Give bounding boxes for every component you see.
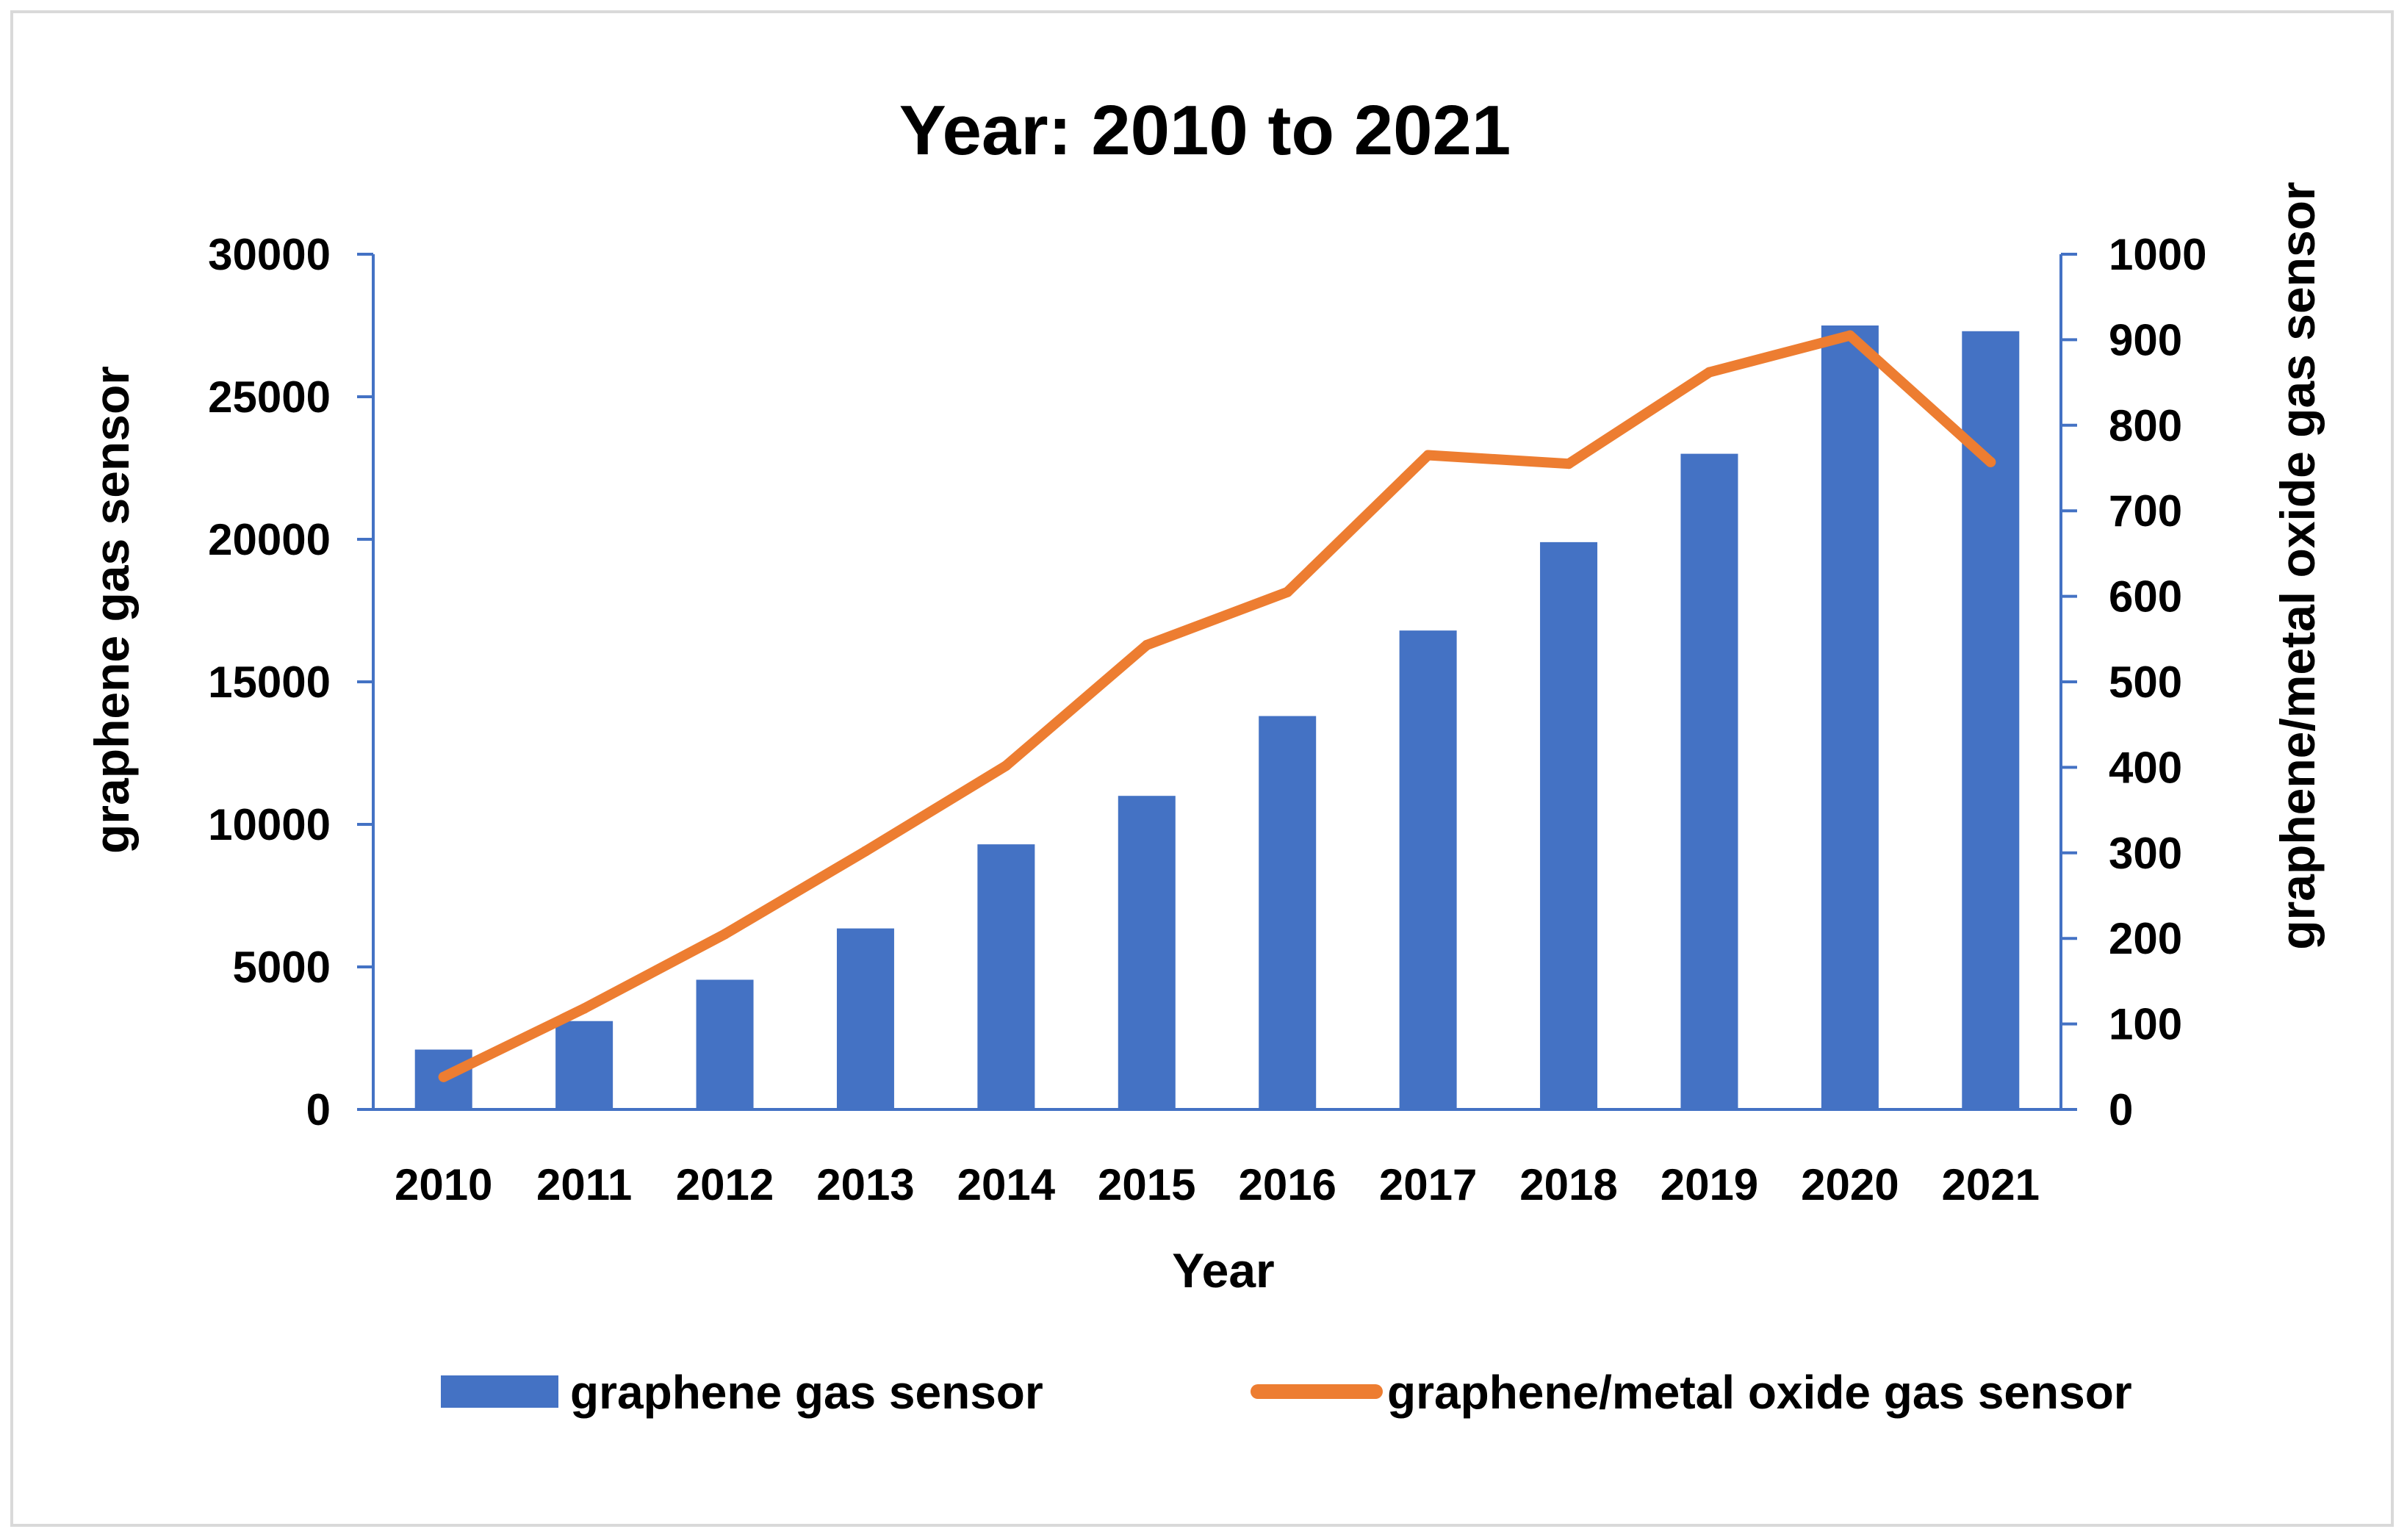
line-point-2012 <box>719 929 730 940</box>
x-tick-label: 2012 <box>676 1160 774 1209</box>
legend-bar-swatch <box>441 1375 558 1408</box>
right-tick-label: 700 <box>2109 486 2182 536</box>
x-tick-label: 2016 <box>1238 1160 1336 1209</box>
line-point-2016 <box>1282 586 1293 597</box>
chart-title: Year: 2010 to 2021 <box>899 91 1511 170</box>
legend: graphene gas sensor graphene/metal oxide… <box>441 1366 2132 1419</box>
line-point-2018 <box>1564 458 1575 469</box>
right-tick-label: 600 <box>2109 572 2182 622</box>
bar-2017 <box>1399 630 1457 1109</box>
line-point-2014 <box>1001 760 1012 771</box>
left-axis-title: graphene gas sensor <box>84 366 139 854</box>
left-tick-label: 10000 <box>208 800 331 849</box>
line-series-layer <box>438 330 1996 1082</box>
right-tick-label: 500 <box>2109 658 2182 707</box>
x-tick-label: 2018 <box>1519 1160 1617 1209</box>
bar-2019 <box>1680 453 1738 1109</box>
right-tick-label: 800 <box>2109 401 2182 450</box>
right-tick-label: 0 <box>2109 1085 2133 1134</box>
bar-2020 <box>1821 325 1879 1109</box>
bar-2011 <box>555 1021 614 1109</box>
bar-2018 <box>1540 541 1598 1109</box>
right-axis-ticks: 0 100 200 300 400 500 600 700 800 900 1000 <box>2061 230 2206 1134</box>
right-axis-title: graphene/metal oxide gas sensor <box>2270 181 2325 949</box>
left-tick-label: 30000 <box>208 230 331 279</box>
x-tick-label: 2020 <box>1801 1160 1899 1209</box>
line-point-2013 <box>860 846 871 857</box>
left-tick-label: 5000 <box>233 943 331 992</box>
left-tick-label: 15000 <box>208 658 331 707</box>
bar-2016 <box>1259 716 1317 1109</box>
bar-2015 <box>1118 796 1176 1109</box>
bar-2013 <box>836 928 894 1109</box>
legend-bar-label: graphene gas sensor <box>570 1366 1043 1419</box>
legend-line-label: graphene/metal oxide gas sensor <box>1387 1366 2132 1419</box>
right-tick-label: 300 <box>2109 829 2182 878</box>
line-point-2015 <box>1141 639 1152 650</box>
line-point-2011 <box>579 1003 590 1014</box>
x-axis-title: Year <box>1172 1243 1274 1298</box>
right-tick-label: 200 <box>2109 914 2182 963</box>
x-tick-label: 2015 <box>1098 1160 1195 1209</box>
line-point-2021 <box>1985 456 1996 467</box>
x-axis-ticks: 2010 2011 2012 2013 2014 2015 2016 2017 2018 2019… <box>395 1160 2040 1209</box>
left-axis-ticks: 0 5000 10000 15000 20000 25000 30000 <box>208 230 373 1134</box>
right-tick-label: 100 <box>2109 1000 2182 1049</box>
left-tick-label: 25000 <box>208 373 331 422</box>
bar-series <box>414 325 2020 1109</box>
x-tick-label: 2021 <box>1942 1160 2040 1209</box>
right-tick-label: 900 <box>2109 315 2182 364</box>
x-tick-label: 2010 <box>395 1160 492 1209</box>
right-tick-label: 400 <box>2109 743 2182 792</box>
x-tick-label: 2013 <box>816 1160 914 1209</box>
bar-2012 <box>696 979 754 1109</box>
line-point-2020 <box>1844 330 1855 341</box>
x-tick-label: 2019 <box>1661 1160 1758 1209</box>
bar-2014 <box>977 844 1035 1109</box>
left-tick-label: 0 <box>306 1085 331 1134</box>
line-point-2019 <box>1704 367 1715 378</box>
right-tick-label: 1000 <box>2109 230 2206 279</box>
line-point-2017 <box>1422 450 1433 461</box>
line-point-2010 <box>438 1071 449 1082</box>
x-tick-label: 2017 <box>1379 1160 1477 1209</box>
x-tick-label: 2014 <box>957 1160 1056 1209</box>
line-graphene-metal-oxide <box>438 330 1996 1082</box>
left-tick-label: 20000 <box>208 515 331 564</box>
x-tick-label: 2011 <box>536 1160 632 1209</box>
